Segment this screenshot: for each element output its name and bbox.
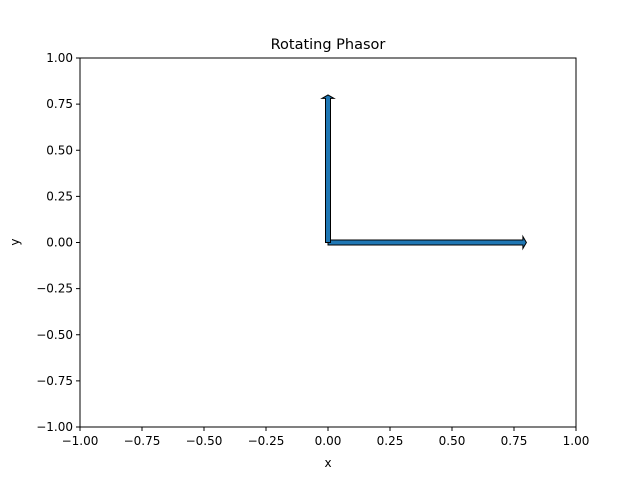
chart-title: Rotating Phasor	[271, 37, 386, 53]
y-tick-label: −0.50	[36, 328, 73, 342]
y-tick-label: −1.00	[36, 420, 73, 434]
x-tick-label: 0.25	[377, 434, 404, 448]
y-tick-label: 0.00	[46, 236, 73, 250]
x-tick-label: 1.00	[563, 434, 590, 448]
x-tick-label: 0.00	[315, 434, 342, 448]
y-axis-label: y	[8, 238, 22, 245]
arrows-layer	[320, 94, 527, 251]
x-tick-label: −0.50	[186, 434, 223, 448]
x-axis-ticks: −1.00 −0.75 −0.50 −0.25 0.00 0.25 0.50 0.75 1.00	[62, 427, 590, 448]
y-tick-label: 1.00	[46, 51, 73, 65]
phasor-arrow	[327, 234, 527, 251]
x-tick-label: 0.75	[501, 434, 528, 448]
y-tick-label: 0.75	[46, 97, 73, 111]
x-tick-label: 0.50	[439, 434, 466, 448]
x-tick-label: −1.00	[62, 434, 99, 448]
y-tick-label: −0.75	[36, 374, 73, 388]
y-tick-label: −0.25	[36, 282, 73, 296]
y-axis-ticks: −1.00 −0.75 −0.50 −0.25 0.00 0.25 0.50 0.75 1.00	[36, 51, 80, 434]
x-tick-label: −0.25	[248, 434, 285, 448]
y-tick-label: 0.25	[46, 189, 73, 203]
x-axis-label: x	[324, 456, 331, 470]
y-tick-label: 0.50	[46, 143, 73, 157]
x-tick-label: −0.75	[124, 434, 161, 448]
phasor-arrow	[320, 94, 336, 243]
